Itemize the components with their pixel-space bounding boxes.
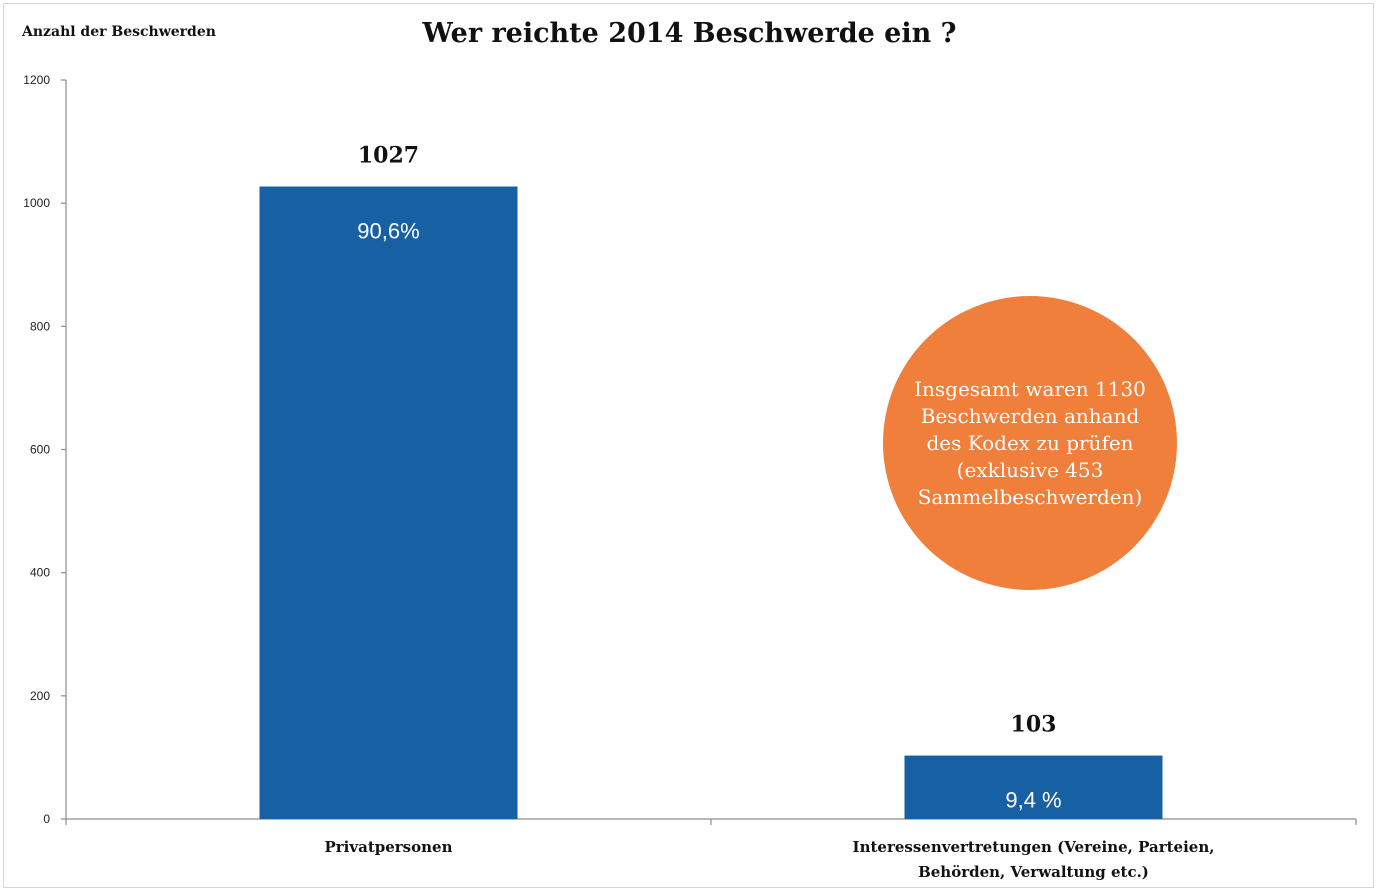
bar-percent-label: 90,6% bbox=[357, 219, 419, 244]
y-tick-label: 600 bbox=[30, 443, 50, 457]
y-tick-label: 400 bbox=[30, 566, 50, 580]
bar bbox=[259, 186, 518, 819]
chart-title: Wer reichte 2014 Beschwerde ein ? bbox=[422, 18, 957, 49]
y-axis-label: Anzahl der Beschwerden bbox=[22, 24, 216, 40]
bar bbox=[904, 755, 1163, 819]
y-tick-label: 1200 bbox=[23, 73, 50, 87]
y-tick-label: 800 bbox=[30, 319, 50, 333]
y-tick-label: 1000 bbox=[23, 196, 50, 210]
y-tick-label: 0 bbox=[43, 812, 50, 826]
x-category-label: Privatpersonen bbox=[325, 838, 453, 856]
bar-percent-label: 9,4 % bbox=[1005, 788, 1061, 813]
x-category-label: Interessenvertretungen (Vereine, Parteie… bbox=[853, 838, 1215, 856]
y-tick-label: 200 bbox=[30, 689, 50, 703]
bar-value-label: 103 bbox=[1011, 712, 1057, 738]
bar-value-label: 1027 bbox=[358, 143, 419, 169]
total-annotation-bubble: Insgesamt waren 1130 Beschwerden anhand … bbox=[883, 296, 1177, 590]
x-category-label: Behörden, Verwaltung etc.) bbox=[918, 863, 1149, 881]
total-annotation-text: Insgesamt waren 1130 Beschwerden anhand … bbox=[914, 376, 1146, 509]
